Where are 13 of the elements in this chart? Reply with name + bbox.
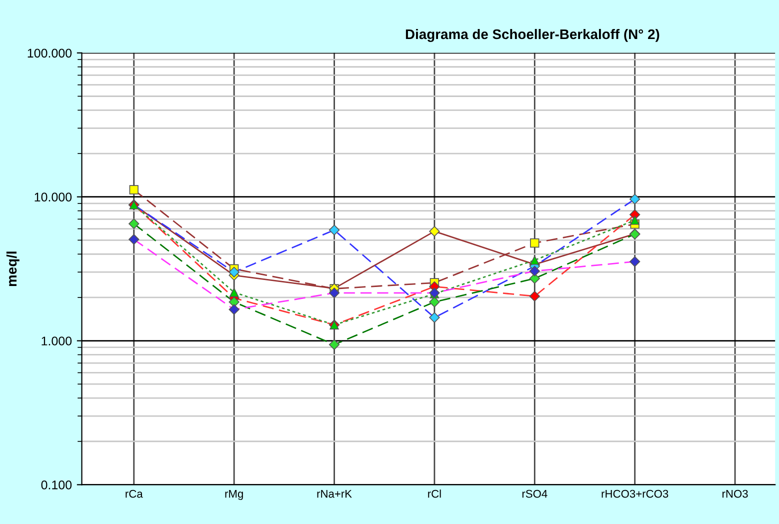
y-tick-label: 1.000 <box>42 336 72 346</box>
x-tick-label: rMg <box>225 490 243 500</box>
x-tick-label: rSO4 <box>522 490 548 498</box>
y-tick-label: 10.000 <box>34 192 72 202</box>
y-axis-title: meq/l <box>6 252 20 286</box>
x-tick-label: rHCO3+rCO3 <box>602 490 668 498</box>
x-tick-label: rCa <box>126 490 143 498</box>
y-tick-label: 100.000 <box>28 48 72 58</box>
x-tick-label: rNO3 <box>722 490 748 498</box>
chart-title: Diagrama de Schoeller-Berkaloff (N° 2) <box>406 28 660 42</box>
x-tick-label: rNa+rK <box>317 490 352 498</box>
x-tick-label: rCl <box>428 490 441 498</box>
y-tick-label: 0.100 <box>41 480 72 490</box>
